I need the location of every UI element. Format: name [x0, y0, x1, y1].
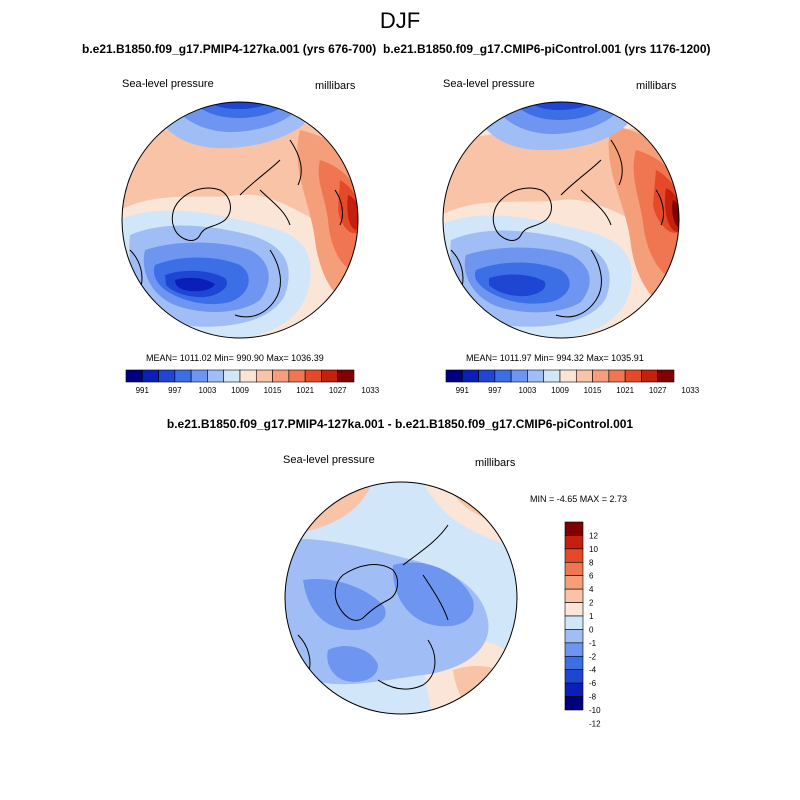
panel-1-colorbar-swatch	[337, 369, 355, 383]
diff-colorbar-swatch	[564, 669, 584, 684]
panel-2-colorbar-swatch	[527, 369, 545, 383]
diff-colorbar-swatch	[564, 535, 584, 550]
panel-1-colorbar-swatch	[125, 369, 143, 383]
panel-2-colorbar-label: 1003	[519, 386, 537, 395]
diff-colorbar-swatch	[564, 521, 584, 536]
diff-colorbar-swatch	[564, 629, 584, 644]
panel-1-colorbar-swatch	[207, 369, 225, 383]
panel-1-colorbar-swatch	[255, 369, 273, 383]
panel-2-stats: MEAN= 1011.97 Min= 994.32 Max= 1035.91	[466, 353, 644, 363]
panel-2-units: millibars	[636, 80, 677, 92]
panel-2-colorbar-label: 991	[456, 386, 470, 395]
panel-2-colorbar-label: 1027	[649, 386, 667, 395]
panel-1-colorbar: 991 997 1003 1009 1015 1021 1027 1033	[125, 369, 380, 395]
panel-2-colorbar-swatch	[510, 369, 528, 383]
diff-colorbar-label: 12	[589, 531, 598, 540]
diff-colorbar-label: -2	[589, 652, 597, 661]
diff-colorbar-label: 0	[589, 625, 594, 634]
panel-1-colorbar-label: 1021	[296, 386, 314, 395]
panel-2-polar-map	[442, 101, 680, 339]
panel-1-colorbar-swatch	[288, 369, 306, 383]
panel-2-variable: Sea-level pressure	[443, 78, 535, 90]
panel-2-colorbar-label: 1021	[616, 386, 634, 395]
panel-1-colorbar-label: 1009	[231, 386, 249, 395]
panel-2-colorbar-swatch	[461, 369, 479, 383]
diff-colorbar-swatch	[564, 588, 584, 603]
panel-2-colorbar-swatch	[575, 369, 593, 383]
diff-colorbar-label: 1	[589, 612, 594, 621]
panel-1-polar-map	[121, 101, 359, 339]
diff-panel-units: millibars	[475, 457, 516, 469]
panel-1-colorbar-swatch	[174, 369, 192, 383]
panel-1-colorbar-swatch	[223, 369, 241, 383]
panel-1-colorbar-swatch	[272, 369, 290, 383]
panel-2-colorbar-swatch	[624, 369, 642, 383]
panel-1-colorbar-label: 1027	[329, 386, 347, 395]
panel-1-colorbar-swatch	[190, 369, 208, 383]
panel-1-colorbar-label: 1033	[361, 386, 379, 395]
diff-colorbar-label: -6	[589, 679, 597, 688]
diff-colorbar-swatch	[564, 575, 584, 590]
diff-colorbar-label: 2	[589, 599, 594, 608]
panel-1-colorbar-swatch	[304, 369, 322, 383]
panel-1-colorbar-label: 997	[168, 386, 182, 395]
panel-1-colorbar-label: 1003	[199, 386, 217, 395]
diff-panel-stats: MIN = -4.65 MAX = 2.73	[530, 494, 628, 504]
diff-colorbar-label: -1	[589, 639, 597, 648]
panel-2-colorbar: 991 997 1003 1009 1015 1021 1027 1033	[445, 369, 700, 395]
panel-2-colorbar-swatch	[641, 369, 659, 383]
diff-colorbar-swatch	[564, 548, 584, 563]
panel-2-colorbar-swatch	[657, 369, 675, 383]
panel-2-colorbar-label: 1033	[681, 386, 699, 395]
panel-1-colorbar-swatch	[158, 369, 176, 383]
diff-colorbar-label: 4	[589, 585, 594, 594]
panel-1-colorbar-swatch	[321, 369, 339, 383]
diff-panel-title: b.e21.B1850.f09_g17.PMIP4-127ka.001 - b.…	[166, 417, 634, 431]
panel-2-colorbar-swatch	[608, 369, 626, 383]
panel-2-colorbar-label: 1015	[584, 386, 602, 395]
panel-1-colorbar-swatch	[239, 369, 257, 383]
panel-2-colorbar-swatch	[543, 369, 561, 383]
panel-2-colorbar-label: 997	[488, 386, 502, 395]
panel-2-colorbar-swatch	[559, 369, 577, 383]
panel-2-colorbar-swatch	[445, 369, 463, 383]
main-title: DJF	[379, 8, 421, 33]
diff-colorbar-swatch	[564, 602, 584, 617]
diff-panel-variable: Sea-level pressure	[283, 454, 375, 466]
panel-2-colorbar-label: 1009	[551, 386, 569, 395]
panel-1-title: b.e21.B1850.f09_g17.PMIP4-127ka.001 (yrs…	[82, 42, 377, 56]
panel-2-title: b.e21.B1850.f09_g17.CMIP6-piControl.001 …	[383, 42, 711, 56]
diff-colorbar-swatch	[564, 655, 584, 671]
panel-1-units: millibars	[315, 80, 356, 92]
panel-2-colorbar-swatch	[592, 369, 610, 383]
panel-1-colorbar-label: 1015	[264, 386, 282, 395]
diff-colorbar-swatch	[564, 642, 584, 657]
diff-colorbar-label: -12	[589, 719, 601, 728]
diff-colorbar-swatch	[564, 682, 584, 697]
diff-colorbar-label: 8	[589, 558, 594, 567]
panel-2-colorbar-swatch	[478, 369, 496, 383]
panel-2-colorbar-swatch	[494, 369, 512, 383]
panel-1-colorbar-swatch	[141, 369, 159, 383]
diff-colorbar-swatch	[564, 615, 584, 630]
diff-colorbar-swatch	[564, 696, 584, 711]
diff-colorbar-label: -10	[589, 706, 601, 715]
panel-1-stats: MEAN= 1011.02 Min= 990.90 Max= 1036.39	[146, 353, 324, 363]
diff-colorbar-label: 6	[589, 572, 594, 581]
diff-polar-map	[284, 481, 518, 715]
diff-colorbar-label: 10	[589, 545, 598, 554]
diff-colorbar-label: -4	[589, 666, 597, 675]
panel-1-variable: Sea-level pressure	[122, 78, 214, 90]
panel-1-colorbar-label: 991	[136, 386, 150, 395]
diff-colorbar-label: -8	[589, 693, 597, 702]
diff-colorbar-swatch	[564, 561, 584, 577]
